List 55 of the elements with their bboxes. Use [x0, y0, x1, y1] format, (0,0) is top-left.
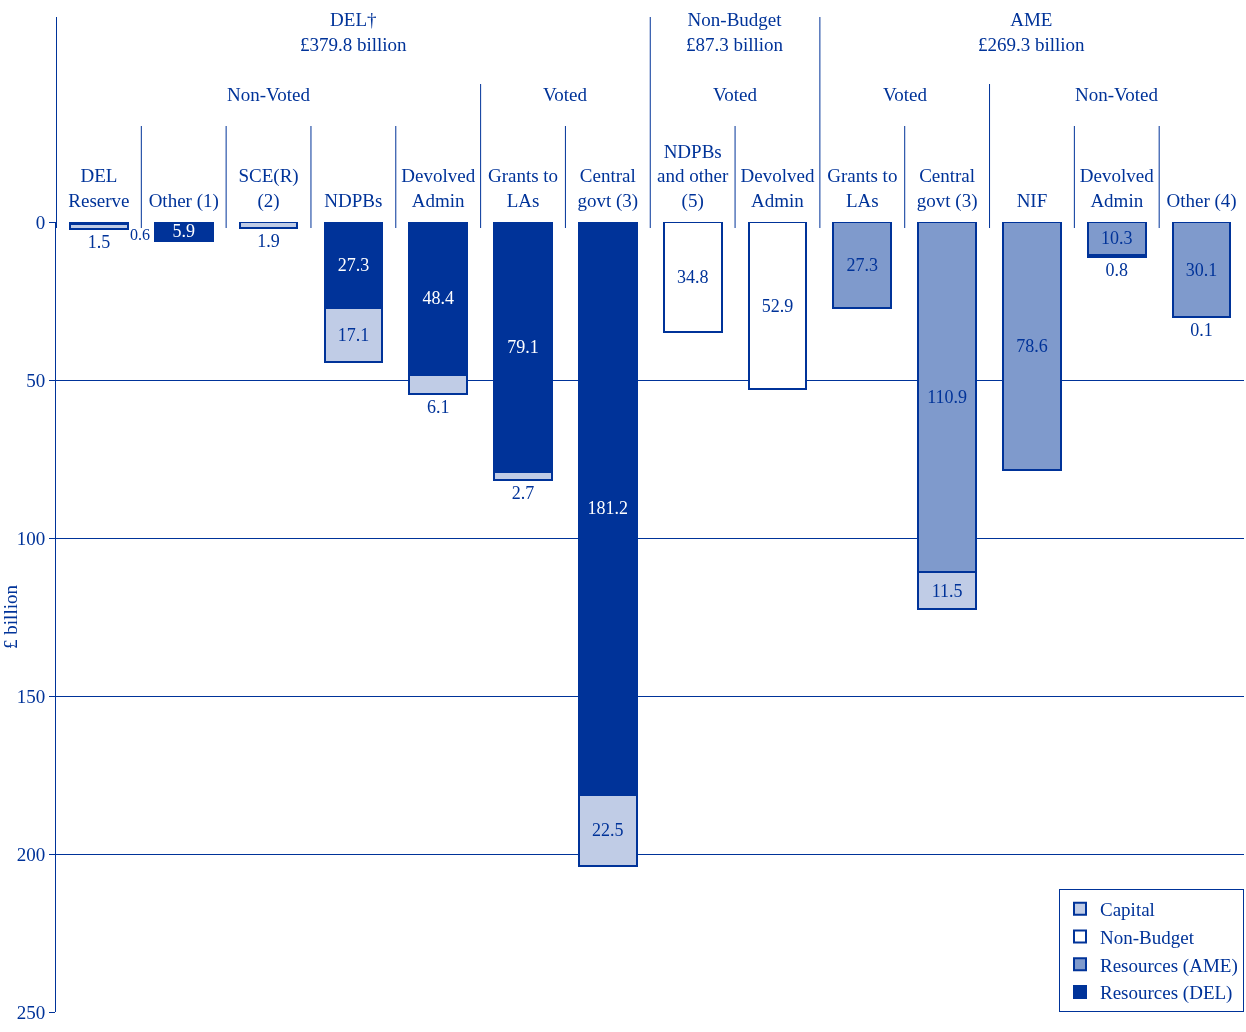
y-axis-title: £ billion — [0, 584, 21, 649]
text: AME £269.3 billion — [978, 9, 1086, 55]
data-label: 52.9 — [761, 295, 794, 316]
data-label: 11.5 — [931, 580, 963, 601]
text: Non-Voted — [227, 84, 311, 105]
data-label: 181.2 — [587, 498, 629, 519]
legend-label: Capital — [1100, 899, 1155, 921]
y-tick-label: 50 — [26, 369, 46, 391]
x-tick-label: Other (4) — [1166, 190, 1237, 213]
data-label: 34.8 — [676, 266, 709, 287]
x-tick-label: Central govt (3) — [916, 165, 978, 213]
y-tick-label: 250 — [16, 1001, 46, 1023]
y-tick-label: 100 — [16, 527, 46, 549]
text: Voted — [883, 84, 928, 105]
x-tick-label: SCE(R) (2) — [238, 165, 299, 213]
data-label: 2.7 — [511, 483, 535, 504]
data-label: 17.1 — [337, 325, 370, 346]
text: DEL† £379.8 billion — [300, 9, 408, 55]
data-label: 110.9 — [927, 387, 968, 408]
data-label: 5.9 — [172, 221, 195, 242]
data-label: 22.5 — [592, 820, 624, 841]
y-tick-label: 200 — [16, 843, 46, 865]
text: Voted — [713, 84, 758, 105]
data-label: 6.1 — [426, 397, 450, 418]
x-tick-label: Grants to LAs — [487, 165, 559, 212]
data-label: 48.4 — [422, 288, 454, 309]
data-label: 1.5 — [87, 231, 111, 252]
data-label: 79.1 — [507, 336, 539, 357]
legend-label: Resources (DEL) — [1100, 982, 1233, 1005]
x-tick-label: Devolved Admin — [401, 165, 476, 212]
y-tick-label: 150 — [16, 685, 46, 707]
data-label: 27.3 — [337, 255, 370, 276]
text: Non-Budget £87.3 billion — [686, 9, 784, 55]
data-label: 30.1 — [1185, 259, 1218, 280]
text: Non-Voted — [1075, 84, 1159, 105]
data-label: 27.3 — [846, 255, 879, 276]
data-label: 10.3 — [1101, 228, 1133, 249]
data-label: 0.6 — [130, 226, 150, 243]
x-tick-label: NIF — [1016, 190, 1048, 212]
y-tick-label: 0 — [35, 211, 46, 233]
x-tick-label: Devolved Admin — [740, 165, 815, 212]
data-label: 0.1 — [1190, 320, 1213, 341]
x-tick-label: DEL Reserve — [68, 165, 130, 212]
data-label: 78.6 — [1016, 336, 1048, 357]
x-tick-label: Grants to LAs — [827, 165, 898, 212]
legend-label: Resources (AME) — [1100, 954, 1238, 977]
x-tick-label: Devolved Admin — [1079, 165, 1155, 212]
x-tick-label: NDPBs — [324, 190, 383, 212]
data-label: 0.8 — [1105, 260, 1129, 281]
x-tick-label: Central govt (3) — [577, 165, 639, 213]
x-tick-label: NDPBs and other (5) — [657, 140, 729, 213]
legend-label: Non-Budget — [1100, 926, 1195, 948]
x-tick-label: Other (1) — [148, 190, 219, 213]
data-label: 1.9 — [257, 231, 280, 251]
text: Voted — [543, 84, 588, 105]
